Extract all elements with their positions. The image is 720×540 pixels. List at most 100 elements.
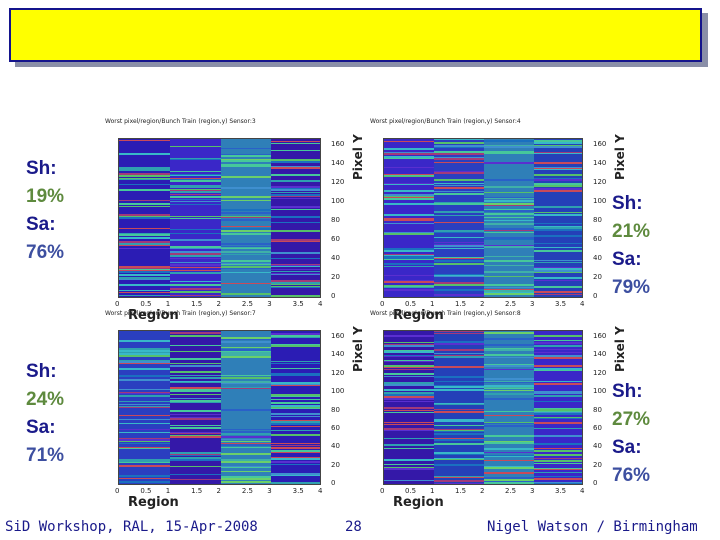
heatmap-cell <box>271 460 320 463</box>
heatmap-cell <box>271 198 320 200</box>
x-tick-label: 4 <box>318 300 323 308</box>
heatmap-cell <box>434 463 484 466</box>
y-tick-label: 120 <box>593 178 607 186</box>
heatmap-cell <box>119 205 170 207</box>
heatmap-cell <box>384 173 434 176</box>
heatmap-cell <box>484 337 534 340</box>
heatmap-cell <box>220 348 272 351</box>
heatmap-cell <box>220 351 272 353</box>
heatmap-cell <box>119 340 170 343</box>
heatmap-cell <box>271 452 320 453</box>
y-tick-label: 160 <box>593 332 607 340</box>
heatmap-cell <box>271 449 320 452</box>
heatmap-cell <box>384 350 434 353</box>
heatmap-cell <box>119 422 170 424</box>
chart-title: Worst pixel/region/Bunch Train (region,y… <box>105 118 256 125</box>
heatmap-cell <box>534 277 582 280</box>
heatmap-cell <box>434 348 484 351</box>
heatmap-region-column <box>384 139 434 297</box>
sh-sa-annotation: Sh: 21% Sa: 79% <box>612 190 650 302</box>
heatmap-cell <box>271 372 320 375</box>
heatmap-cell <box>434 142 484 145</box>
heatmap-cell <box>434 229 484 232</box>
x-axis-label: Region <box>128 308 179 323</box>
heatmap-cell <box>119 265 170 268</box>
heatmap-area <box>383 138 583 298</box>
heatmap-cell <box>434 186 484 189</box>
heatmap-cell <box>484 455 534 457</box>
heatmap-cell <box>169 194 221 196</box>
heatmap-cell <box>484 220 534 222</box>
heatmap-cell <box>220 349 272 352</box>
heatmap-cell <box>484 414 534 416</box>
heatmap-cell <box>220 347 272 349</box>
x-tick-label: 3 <box>267 487 272 495</box>
heatmap-cell <box>434 409 484 411</box>
heatmap-cell <box>169 258 221 260</box>
heatmap-cell <box>534 339 582 341</box>
heatmap-cell <box>534 190 582 192</box>
heatmap-cell <box>169 262 221 264</box>
heatmap-cell <box>384 219 434 222</box>
sa-label: Sa: <box>612 249 642 270</box>
heatmap-cell <box>220 354 272 357</box>
heatmap-cell <box>384 376 434 378</box>
y-tick-label: 140 <box>593 159 607 167</box>
heatmap-cell <box>534 261 582 263</box>
heatmap-cell <box>271 382 320 385</box>
heatmap-cell <box>271 173 320 176</box>
heatmap-cell <box>384 174 434 176</box>
heatmap-cell <box>534 391 582 394</box>
heatmap-cell <box>384 223 434 225</box>
heatmap-cell <box>169 218 221 220</box>
heatmap-cell <box>220 376 272 379</box>
heatmap-cell <box>384 354 434 357</box>
heatmap-cell <box>119 176 170 178</box>
y-tick-label: 160 <box>331 140 345 148</box>
heatmap-cell <box>220 250 272 253</box>
heatmap-cell <box>434 410 484 413</box>
heatmap-cell <box>384 256 434 259</box>
y-tick-label: 160 <box>593 140 607 148</box>
heatmap-cell <box>434 256 484 259</box>
heatmap-cell <box>169 178 221 180</box>
heatmap-cell <box>119 392 170 394</box>
heatmap-cell <box>384 448 434 450</box>
heatmap-cell <box>119 241 170 244</box>
heatmap-cell <box>434 182 484 184</box>
heatmap-cell <box>384 265 434 267</box>
heatmap-cell <box>534 259 582 261</box>
heatmap-cell <box>119 349 170 352</box>
heatmap-cell <box>534 460 582 463</box>
heatmap-cell <box>169 414 221 416</box>
heatmap-cell <box>220 260 272 263</box>
heatmap-cell <box>534 294 582 296</box>
heatmap-cell <box>271 332 320 335</box>
heatmap-cell <box>119 242 170 245</box>
heatmap-cell <box>169 331 221 334</box>
x-tick-label: 0 <box>115 300 120 308</box>
x-tick-label: 2.5 <box>241 487 254 495</box>
heatmap-cell <box>119 215 170 218</box>
heatmap-cell <box>434 214 484 216</box>
heatmap-cell <box>434 146 484 149</box>
heatmap-cell <box>169 190 221 193</box>
heatmap-cell <box>271 334 320 337</box>
heatmap-cell <box>384 249 434 252</box>
x-tick-label: 0.5 <box>405 487 417 495</box>
heatmap-cell <box>484 222 534 225</box>
heatmap-cell <box>484 425 534 428</box>
y-tick-label: 20 <box>593 273 602 281</box>
heatmap-cell <box>169 264 221 267</box>
y-tick-label: 40 <box>593 442 602 451</box>
heatmap-cell <box>169 248 221 250</box>
heatmap-cell <box>169 398 221 400</box>
heatmap-cell <box>169 426 221 429</box>
heatmap-cell <box>220 199 272 201</box>
heatmap-cell <box>534 367 582 370</box>
heatmap-cell <box>220 225 272 227</box>
heatmap-cell <box>384 349 434 351</box>
heatmap-cell <box>534 179 582 182</box>
heatmap-cell <box>434 425 484 427</box>
y-tick-label: 120 <box>593 368 607 377</box>
